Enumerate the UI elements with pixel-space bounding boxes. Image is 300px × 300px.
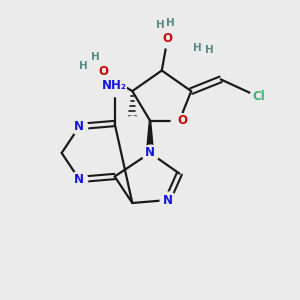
Text: H: H bbox=[205, 45, 213, 55]
Text: O: O bbox=[163, 32, 173, 45]
Text: O: O bbox=[177, 114, 188, 127]
Text: H: H bbox=[91, 52, 100, 62]
Text: NH₂: NH₂ bbox=[102, 79, 127, 92]
Text: Cl: Cl bbox=[253, 91, 265, 103]
Text: H: H bbox=[156, 20, 165, 30]
Text: H: H bbox=[193, 44, 202, 53]
Text: N: N bbox=[74, 120, 84, 133]
Text: O: O bbox=[98, 65, 108, 79]
Polygon shape bbox=[146, 121, 154, 153]
Text: N: N bbox=[145, 146, 155, 159]
Text: H: H bbox=[166, 18, 175, 28]
Text: N: N bbox=[163, 194, 173, 207]
Text: N: N bbox=[74, 173, 84, 186]
Text: H: H bbox=[80, 61, 88, 71]
